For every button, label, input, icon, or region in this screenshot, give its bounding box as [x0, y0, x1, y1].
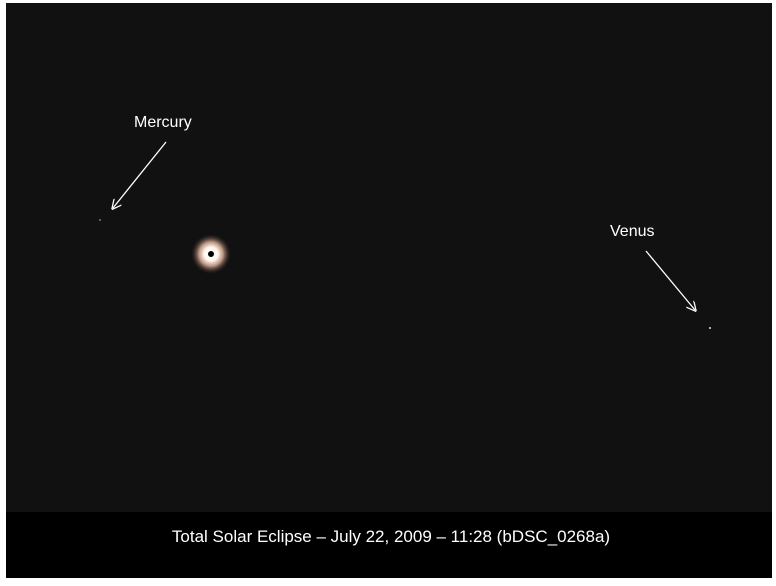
mercury-arrow [113, 141, 167, 208]
caption: Total Solar Eclipse – July 22, 2009 – 11… [172, 527, 610, 546]
mercury-label: Mercury [134, 114, 192, 131]
caption-bar [6, 512, 772, 578]
venus-dot [709, 327, 711, 329]
sky [6, 3, 772, 512]
venus-arrow [645, 250, 695, 310]
moon-disc [208, 251, 214, 257]
mercury-dot [99, 219, 101, 221]
venus-label: Venus [610, 223, 654, 240]
